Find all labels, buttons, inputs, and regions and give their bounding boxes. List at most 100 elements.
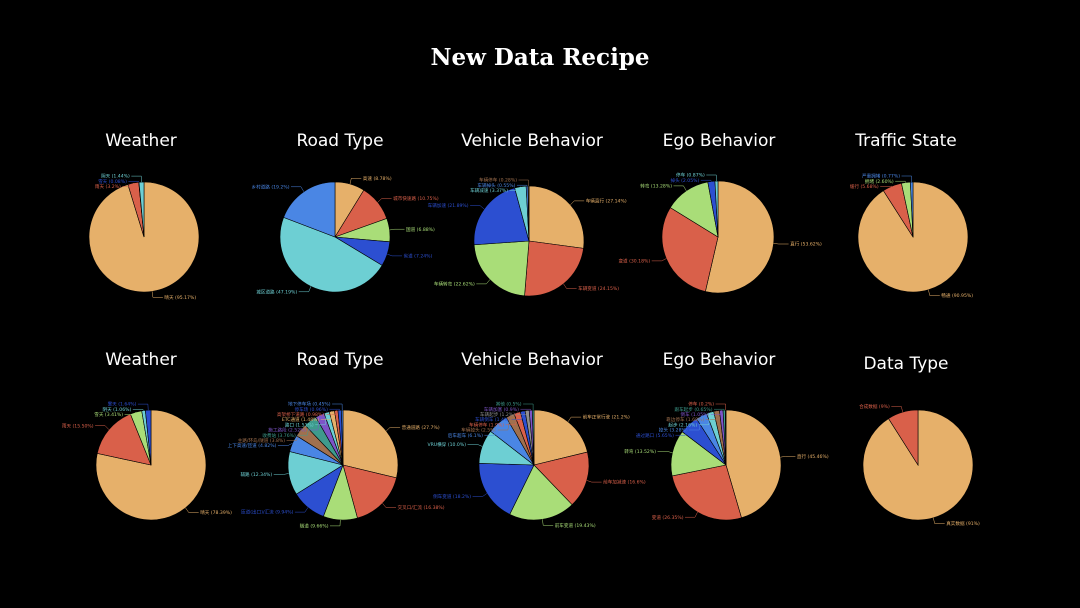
pie-leader-line: [780, 456, 796, 458]
pie-slice-label: 转弯 (13.52%): [624, 448, 656, 455]
pie-leader-line: [484, 423, 498, 436]
chart-title-data-type: Data Type: [863, 354, 949, 374]
pie-slice-label: 匝道(出口)/汇流 (9.94%): [241, 509, 294, 516]
pie-slice: [671, 464, 742, 521]
pie-slice-label: 路口 (1.51%): [285, 421, 314, 428]
pie-leader-line: [387, 253, 402, 257]
pie-leader-line: [128, 181, 140, 183]
pie-chart-9: 直行 (45.46%) 停车 (0.2%)跟车起步 (0.65%)倒车 (1.05…: [624, 401, 829, 521]
pie-slice-label: 转弯 (13.28%): [640, 183, 672, 190]
pie-leader-line: [332, 403, 343, 411]
pie-slice-label: 变道 (26.35%): [652, 514, 684, 521]
pie-slice-label: 雪天 (0.08%): [98, 179, 127, 185]
pie-leader-line: [131, 175, 142, 183]
pie-slice: [342, 464, 397, 519]
pie-slice-label: 前车变道 (19.43%): [555, 522, 596, 529]
pie-leader-line: [700, 179, 712, 182]
pie-leader-line: [933, 517, 945, 524]
pie-leader-line: [325, 410, 337, 415]
pie-leader-line: [673, 185, 687, 191]
pie-leader-line: [497, 415, 511, 431]
pie-slice-label: 高架桥下道路 (0.98%): [277, 411, 324, 418]
pie-slice-label: 前车加减速 (16.6%): [603, 479, 646, 486]
pie-leader-line: [137, 403, 149, 411]
pie-slice-label: 车辆倒车 (1.4%): [475, 416, 510, 423]
pie-leader-line: [518, 179, 529, 186]
pie-slice-label: 靠边停车 (1.68%): [666, 416, 704, 423]
pie-slice-label: 车辆转弯 (22.62%): [434, 281, 475, 288]
pie-leader-line: [470, 205, 485, 210]
pie-slice-label: 阴天 (1.44%): [101, 173, 130, 180]
pie-leader-line: [277, 443, 293, 446]
page-title: New Data Recipe: [430, 44, 650, 71]
pie-leader-line: [320, 411, 333, 420]
pie-slice-label: 乡村道路 (19.2%): [251, 183, 289, 190]
pie-leader-line: [714, 408, 725, 411]
pie-slice-label: 阴天 (1.06%): [102, 406, 131, 413]
pie-slice-label: 掉头 (3.28%): [659, 427, 688, 434]
pie-leader-line: [386, 427, 401, 432]
pie-slice-label: 施工路段 (2.52%): [268, 427, 306, 434]
pie-slice-label: 后车超车 (6.1%): [448, 432, 483, 439]
pie-slice-label: 上下高速/匝道 (4.82%): [228, 442, 277, 449]
pie-slice-label: 主路/环岛/隧道 (3.8%): [238, 437, 286, 444]
pie-leader-line: [151, 291, 163, 298]
pie-leader-line: [891, 406, 903, 413]
pie-chart-3: 车辆直行 (27.14%)车辆变道 (24.15%)车辆停车 (0.28%)车辆…: [428, 177, 627, 297]
pie-slice-label: 收费站 (3.76%): [262, 432, 296, 439]
pie-slice: [509, 464, 573, 521]
pie-slice: [341, 409, 344, 466]
pie-slice: [279, 216, 383, 293]
pie-slice: [528, 185, 585, 249]
pie-slice-label: 地下停车场 (0.45%): [288, 401, 331, 408]
pie-slice: [910, 181, 914, 238]
chart-title-vehicle-behavior-2: Vehicle Behavior: [461, 350, 603, 370]
pie-leader-line: [132, 409, 144, 411]
pie-slice: [283, 181, 336, 238]
pie-chart-10: 真实数据 (91%) 合成数据 (9%): [859, 403, 980, 527]
pie-leader-line: [307, 415, 321, 431]
pie-leader-line: [698, 412, 711, 426]
chart-title-traffic-state: Traffic State: [855, 131, 957, 151]
pie-leader-line: [516, 410, 528, 415]
pie-slice-label: 直行 (45.46%): [797, 453, 829, 460]
pie-slice-label: 隧道 (9.66%): [300, 523, 329, 530]
pie-slice-label: 车辆加塞 (0.9%): [484, 406, 519, 413]
pie-slice-label: 车辆加速 (21.89%): [428, 202, 469, 209]
pie-leader-line: [706, 174, 717, 182]
pie-slice-label: ETC通道 (1.48%): [282, 416, 320, 423]
pie-slice-label: 畅通 (90.95%): [941, 292, 973, 299]
pie-slice-label: 雪天 (3.41%): [94, 412, 123, 418]
pie-slice-label: 起步 (2.16%): [668, 422, 697, 428]
pie-slice-label: 交叉口/汇流 (16.38%): [398, 504, 445, 511]
pie-slice: [473, 187, 530, 246]
pie-slice-label: 车辆掉头 (0.55%): [477, 182, 515, 189]
pie-leader-line: [520, 408, 531, 411]
pie-chart-1: 晴天 (95.17%) 阴天 (1.44%)雪天 (0.08%)雨天 (3.2%): [88, 173, 200, 301]
pie-leader-line: [294, 507, 309, 513]
pie-slice-label: 变道 (30.18%): [618, 258, 650, 265]
chart-title-road-type-1: Road Type: [296, 131, 384, 151]
pie-slice-label: 普通道路 (27.7%): [402, 424, 440, 431]
pie-leader-line: [901, 175, 912, 183]
pie-leader-line: [472, 493, 488, 497]
pie-chart-8: 前车正常行驶 (21.2%) 前车加减速 (16.6%) 前车变道 (19.43%)…: [427, 401, 645, 529]
pie-slice-label: 直行 (53.62%): [790, 241, 822, 248]
pie-slice-label: 车辆掉头 (2.5%): [461, 427, 496, 434]
pie-slice-label: VRU横穿 (10.0%): [427, 441, 466, 448]
pie-slice-label: 高速 (8.78%): [363, 175, 392, 182]
pie-slice: [342, 409, 399, 479]
pie-slice: [533, 451, 590, 506]
pie-slice-label: 倒车 (1.05%): [680, 411, 709, 418]
pie-leader-line: [95, 425, 110, 430]
pie-slice-label: 城区道路 (47.19%): [256, 288, 297, 295]
pie-slice: [527, 185, 530, 242]
pie-leader-line: [586, 480, 602, 483]
pie-chart-6: 晴天 (78.39%) 雾天 (1.64%)阴天 (1.06%)雪天 (3.41%…: [62, 401, 232, 521]
pie-leader-line: [382, 503, 396, 508]
pie-leader-line: [298, 286, 312, 293]
pie-leader-line: [542, 519, 554, 526]
pie-slice-label: 雨天 (3.2%): [95, 184, 121, 190]
pie-slice-label: 车辆停车 (0.28%): [479, 177, 517, 184]
